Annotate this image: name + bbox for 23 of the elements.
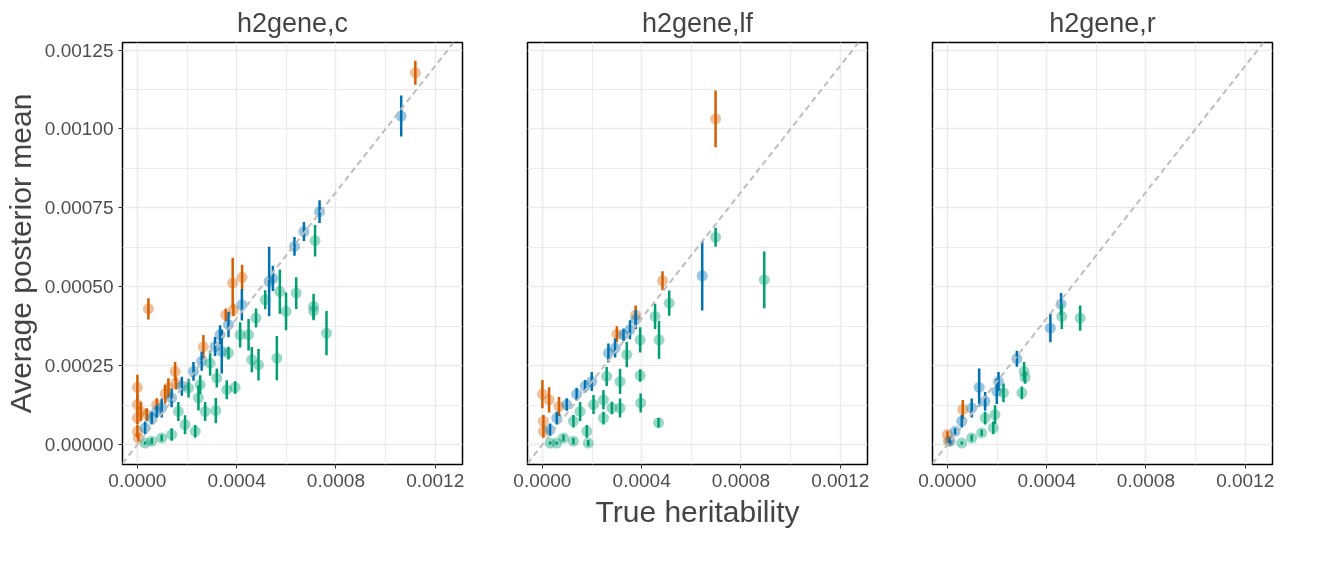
x-tick-label: 0.0008	[1116, 469, 1175, 491]
x-tick-label: 0.0012	[811, 469, 870, 491]
x-tick-label: 0.0012	[406, 469, 465, 491]
y-tick-label: 0.00075	[44, 197, 114, 219]
x-tick-label: 0.0004	[612, 469, 672, 491]
y-tick-label: 0.00100	[44, 118, 114, 140]
y-tick-label: 0.00000	[44, 434, 114, 456]
y-tick-label: 0.00050	[44, 276, 114, 298]
x-tick-label: 0.0008	[711, 469, 770, 491]
chart-title: h2gene,lf	[641, 7, 754, 38]
chart-title: h2gene,r	[1049, 7, 1156, 38]
x-tick-label: 0.0000	[513, 469, 572, 491]
x-tick-label: 0.0004	[1017, 469, 1077, 491]
x-tick-label: 0.0004	[207, 469, 267, 491]
x-tick-label: 0.0000	[918, 469, 977, 491]
y-tick-label: 0.00125	[44, 39, 114, 61]
y-tick-label: 0.00025	[44, 355, 114, 377]
x-axis-title: True heritability	[595, 494, 800, 528]
x-tick-label: 0.0000	[108, 469, 167, 491]
y-axis-title: Average posterior mean	[3, 93, 37, 414]
x-tick-label: 0.0012	[1216, 469, 1275, 491]
x-tick-label: 0.0008	[306, 469, 365, 491]
chart-title: h2gene,c	[236, 7, 349, 38]
